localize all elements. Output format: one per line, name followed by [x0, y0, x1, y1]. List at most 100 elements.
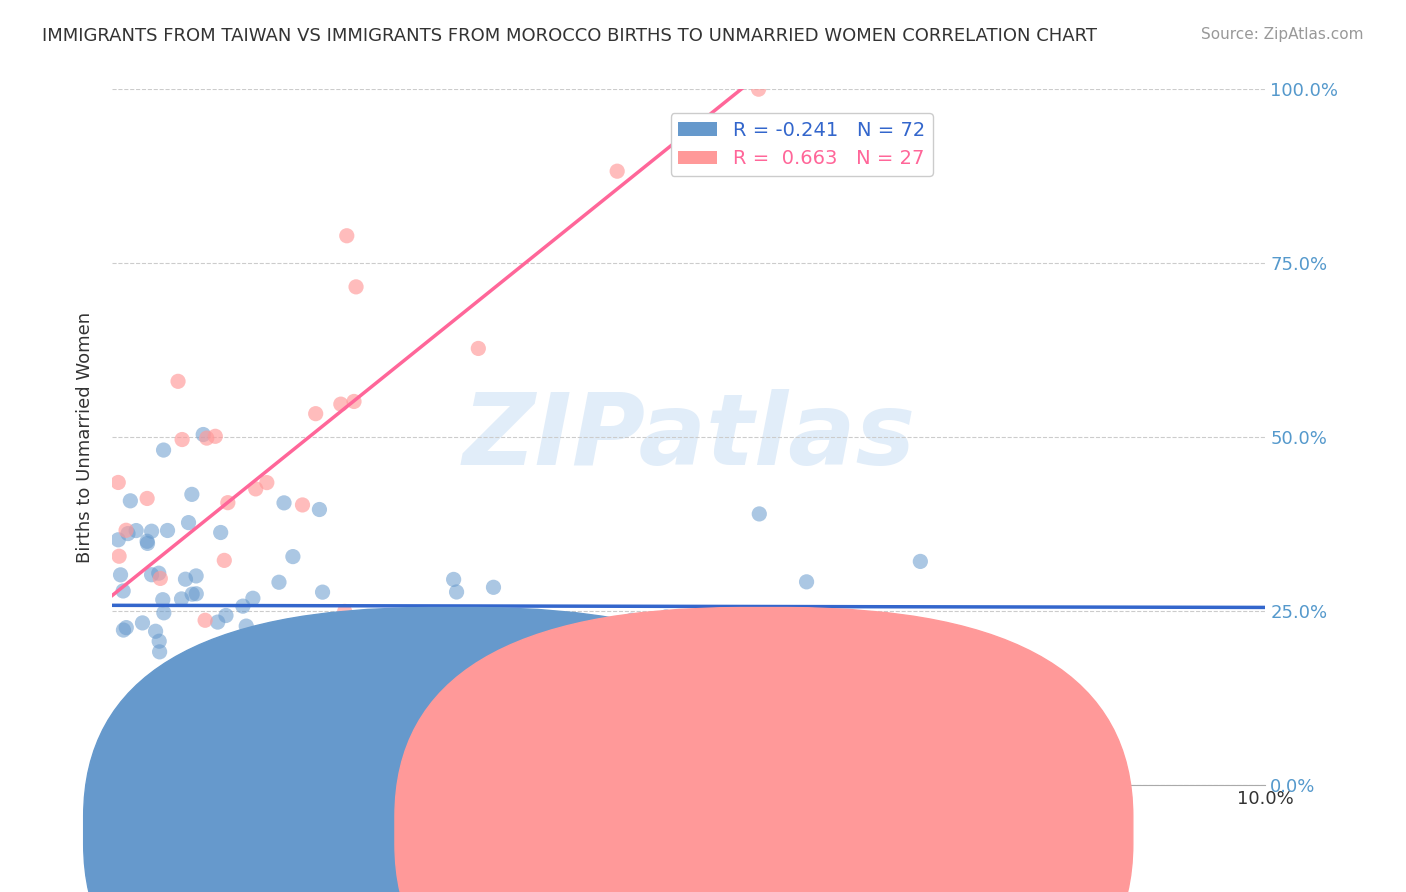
Immigrants from Taiwan: [112, 584, 135, 599]
Immigrants from Taiwan: [153, 606, 176, 620]
Immigrants from Taiwan: [273, 496, 295, 510]
Immigrants from Taiwan: [689, 635, 711, 649]
Immigrants from Taiwan: [565, 633, 588, 648]
FancyBboxPatch shape: [84, 607, 821, 892]
Immigrants from Taiwan: [181, 587, 204, 601]
Immigrants from Taiwan: [148, 634, 170, 648]
Immigrants from Taiwan: [156, 524, 179, 538]
Immigrants from Taiwan: [910, 554, 932, 568]
Immigrants from Taiwan: [141, 524, 163, 539]
Immigrants from Taiwan: [748, 507, 770, 521]
Immigrants from Morocco: [343, 394, 366, 409]
Immigrants from Morocco: [748, 82, 770, 96]
Immigrants from Morocco: [214, 553, 236, 567]
Immigrants from Morocco: [333, 604, 356, 618]
Immigrants from Morocco: [194, 613, 217, 627]
Immigrants from Taiwan: [117, 526, 139, 541]
Immigrants from Taiwan: [215, 608, 238, 623]
Immigrants from Taiwan: [125, 524, 148, 538]
Immigrants from Taiwan: [202, 673, 225, 688]
Immigrants from Morocco: [291, 498, 314, 512]
Immigrants from Taiwan: [180, 487, 202, 501]
Immigrants from Taiwan: [367, 654, 389, 668]
Immigrants from Taiwan: [152, 592, 174, 607]
Immigrants from Morocco: [115, 523, 138, 537]
Immigrants from Taiwan: [270, 628, 292, 642]
Immigrants from Taiwan: [311, 585, 333, 599]
Immigrants from Morocco: [172, 433, 194, 447]
Immigrants from Taiwan: [131, 615, 153, 630]
Immigrants from Taiwan: [796, 574, 818, 589]
Immigrants from Taiwan: [352, 621, 374, 635]
Immigrants from Taiwan: [115, 621, 138, 635]
Immigrants from Taiwan: [193, 427, 215, 442]
Immigrants from Taiwan: [620, 613, 643, 627]
Immigrants from Taiwan: [177, 516, 200, 530]
Immigrants from Morocco: [149, 571, 172, 585]
Y-axis label: Births to Unmarried Women: Births to Unmarried Women: [76, 311, 94, 563]
Immigrants from Morocco: [204, 429, 226, 443]
Immigrants from Morocco: [150, 701, 173, 715]
Immigrants from Taiwan: [136, 536, 159, 550]
Immigrants from Taiwan: [443, 573, 465, 587]
Legend: R = -0.241   N = 72, R =  0.663   N = 27: R = -0.241 N = 72, R = 0.663 N = 27: [671, 112, 932, 176]
Immigrants from Taiwan: [235, 619, 257, 633]
Immigrants from Morocco: [136, 491, 159, 506]
Immigrants from Taiwan: [787, 615, 810, 629]
Immigrants from Taiwan: [209, 525, 232, 540]
Immigrants from Taiwan: [149, 645, 172, 659]
Immigrants from Taiwan: [136, 534, 159, 549]
Immigrants from Morocco: [256, 475, 278, 490]
Immigrants from Morocco: [329, 397, 352, 411]
Immigrants from Taiwan: [232, 599, 254, 614]
Immigrants from Taiwan: [475, 676, 498, 690]
Immigrants from Taiwan: [319, 764, 342, 778]
Immigrants from Taiwan: [145, 624, 167, 639]
Immigrants from Taiwan: [314, 677, 336, 691]
Immigrants from Morocco: [134, 713, 156, 727]
Text: Source: ZipAtlas.com: Source: ZipAtlas.com: [1201, 27, 1364, 42]
Immigrants from Taiwan: [170, 591, 193, 606]
Immigrants from Taiwan: [141, 567, 163, 582]
Immigrants from Taiwan: [281, 549, 304, 564]
FancyBboxPatch shape: [395, 607, 1133, 892]
Text: Immigrants from Morocco: Immigrants from Morocco: [747, 820, 977, 838]
Immigrants from Morocco: [305, 407, 328, 421]
Immigrants from Taiwan: [907, 657, 929, 671]
Immigrants from Morocco: [217, 496, 239, 510]
Immigrants from Taiwan: [174, 572, 197, 586]
Text: Immigrants from Taiwan: Immigrants from Taiwan: [430, 820, 648, 838]
Immigrants from Taiwan: [242, 591, 264, 606]
Immigrants from Taiwan: [316, 657, 339, 672]
Immigrants from Taiwan: [259, 698, 281, 712]
Immigrants from Morocco: [107, 764, 129, 778]
Immigrants from Taiwan: [513, 622, 536, 636]
Immigrants from Taiwan: [184, 569, 207, 583]
Immigrants from Taiwan: [110, 567, 132, 582]
Text: ZIPatlas: ZIPatlas: [463, 389, 915, 485]
Immigrants from Taiwan: [107, 533, 129, 547]
Immigrants from Taiwan: [879, 680, 901, 694]
Immigrants from Taiwan: [405, 665, 427, 680]
Immigrants from Taiwan: [482, 580, 505, 594]
Immigrants from Taiwan: [508, 619, 530, 633]
Immigrants from Morocco: [467, 342, 489, 356]
Immigrants from Morocco: [108, 549, 131, 564]
Immigrants from Taiwan: [112, 623, 135, 637]
Immigrants from Taiwan: [267, 575, 290, 590]
Immigrants from Taiwan: [1101, 755, 1123, 769]
Immigrants from Taiwan: [655, 610, 678, 624]
Immigrants from Morocco: [336, 228, 359, 243]
Immigrants from Taiwan: [207, 615, 229, 629]
Immigrants from Morocco: [606, 164, 628, 178]
Immigrants from Taiwan: [385, 689, 408, 703]
Immigrants from Taiwan: [308, 502, 330, 516]
Text: IMMIGRANTS FROM TAIWAN VS IMMIGRANTS FROM MOROCCO BIRTHS TO UNMARRIED WOMEN CORR: IMMIGRANTS FROM TAIWAN VS IMMIGRANTS FRO…: [42, 27, 1097, 45]
Immigrants from Taiwan: [152, 443, 174, 458]
Immigrants from Taiwan: [186, 587, 208, 601]
Immigrants from Morocco: [195, 431, 218, 445]
Immigrants from Taiwan: [148, 566, 170, 581]
Immigrants from Taiwan: [312, 624, 335, 638]
Immigrants from Taiwan: [120, 493, 142, 508]
Immigrants from Taiwan: [456, 747, 478, 762]
